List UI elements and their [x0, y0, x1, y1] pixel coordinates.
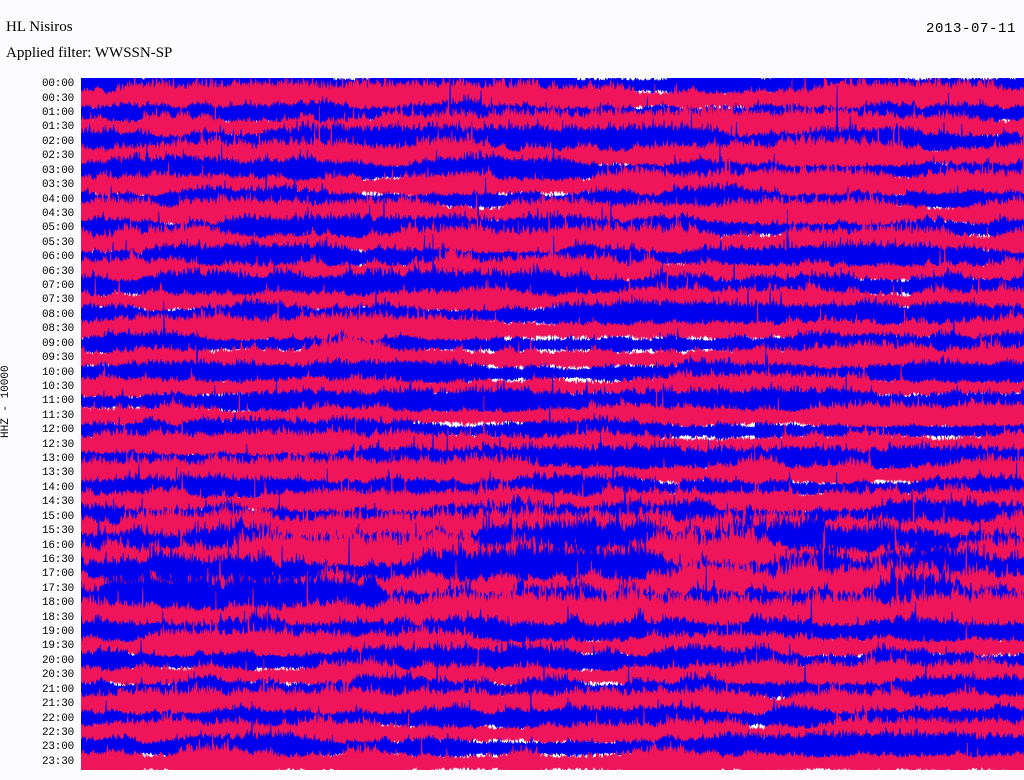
time-axis-tick-label: 03:00 [41, 164, 74, 177]
time-axis-tick-label: 10:00 [41, 366, 74, 379]
time-axis-tick-label: 10:30 [41, 380, 74, 393]
time-axis-tick-label: 00:00 [41, 78, 74, 91]
time-axis-tick-label: 15:00 [41, 510, 74, 523]
time-axis-tick-label: 01:30 [41, 121, 74, 134]
time-axis-tick-label: 01:00 [41, 107, 74, 120]
seismogram-trace-row [81, 144, 1024, 199]
time-axis-tick-label: 23:00 [41, 741, 74, 754]
time-axis-tick-label: 18:00 [41, 597, 74, 610]
seismogram-trace-row [81, 658, 1024, 752]
date-label: 2013-07-11 [925, 21, 1016, 37]
seismogram-traces [81, 78, 1024, 770]
time-axis-tick-label: 14:30 [41, 496, 74, 509]
time-axis-tick-label: 05:00 [41, 222, 74, 235]
time-axis-tick-label: 12:30 [41, 438, 74, 451]
time-axis-tick-label: 03:30 [41, 179, 74, 192]
time-axis-tick-label: 06:00 [41, 251, 74, 264]
time-axis-tick-label: 20:30 [41, 669, 74, 682]
time-axis-tick-label: 13:30 [41, 467, 74, 480]
time-axis-tick-label: 22:30 [41, 726, 74, 739]
seismogram-trace-row [81, 685, 1024, 754]
time-axis-tick-label: 02:00 [41, 135, 74, 148]
time-axis-tick-label: 11:00 [41, 395, 74, 408]
time-axis-tick-label: 07:30 [41, 294, 74, 307]
time-axis-tick-label: 05:30 [41, 236, 74, 249]
time-axis-tick-label: 04:30 [41, 207, 74, 220]
time-axis-tick-label: 08:30 [41, 323, 74, 336]
time-axis-tick-label: 22:00 [41, 712, 74, 725]
time-axis-tick-label: 09:30 [41, 352, 74, 365]
time-axis-tick-label: 14:00 [41, 481, 74, 494]
time-axis-tick-label: 08:00 [41, 308, 74, 321]
seismogram-trace-row [81, 700, 1024, 770]
time-axis-tick-label: 16:30 [41, 553, 74, 566]
time-axis-tick-label: 12:00 [41, 424, 74, 437]
time-axis-tick-label: 23:30 [41, 755, 74, 768]
time-axis-tick-label: 02:30 [41, 150, 74, 163]
time-axis-tick-label: 16:00 [41, 539, 74, 552]
time-axis-tick-label: 21:30 [41, 698, 74, 711]
time-axis-tick-label: 18:30 [41, 611, 74, 624]
time-axis-tick-label: 21:00 [41, 683, 74, 696]
time-axis-tick-label: 13:00 [41, 453, 74, 466]
time-axis-tick-label: 00:30 [41, 92, 74, 105]
time-axis-tick-label: 07:00 [41, 280, 74, 293]
time-axis-tick-label: 20:00 [41, 654, 74, 667]
time-axis-tick-label: 17:00 [41, 568, 74, 581]
time-axis-tick-label: 17:30 [41, 582, 74, 595]
time-axis-tick-label: 04:00 [41, 193, 74, 206]
time-axis-tick-label: 09:00 [41, 337, 74, 350]
seismogram-trace-row [81, 732, 1024, 770]
time-axis-tick-label: 11:30 [41, 409, 74, 422]
time-axis-tick-label: 19:30 [41, 640, 74, 653]
seismogram-trace-row [81, 697, 1024, 770]
seismogram-plot-area [81, 78, 1024, 770]
time-axis-tick-label: 06:30 [41, 265, 74, 278]
time-axis-labels: 00:00 00:30 01:00 01:30 02:00 02:30 03:00 03:30… [0, 78, 78, 770]
seismogram-trace-row [81, 129, 1024, 243]
time-axis-tick-label: 19:00 [41, 626, 74, 639]
time-axis-tick-label: 15:30 [41, 525, 74, 538]
station-title: HL Nisiros [6, 19, 73, 35]
applied-filter-label: Applied filter: WWSSN-SP [6, 45, 173, 61]
